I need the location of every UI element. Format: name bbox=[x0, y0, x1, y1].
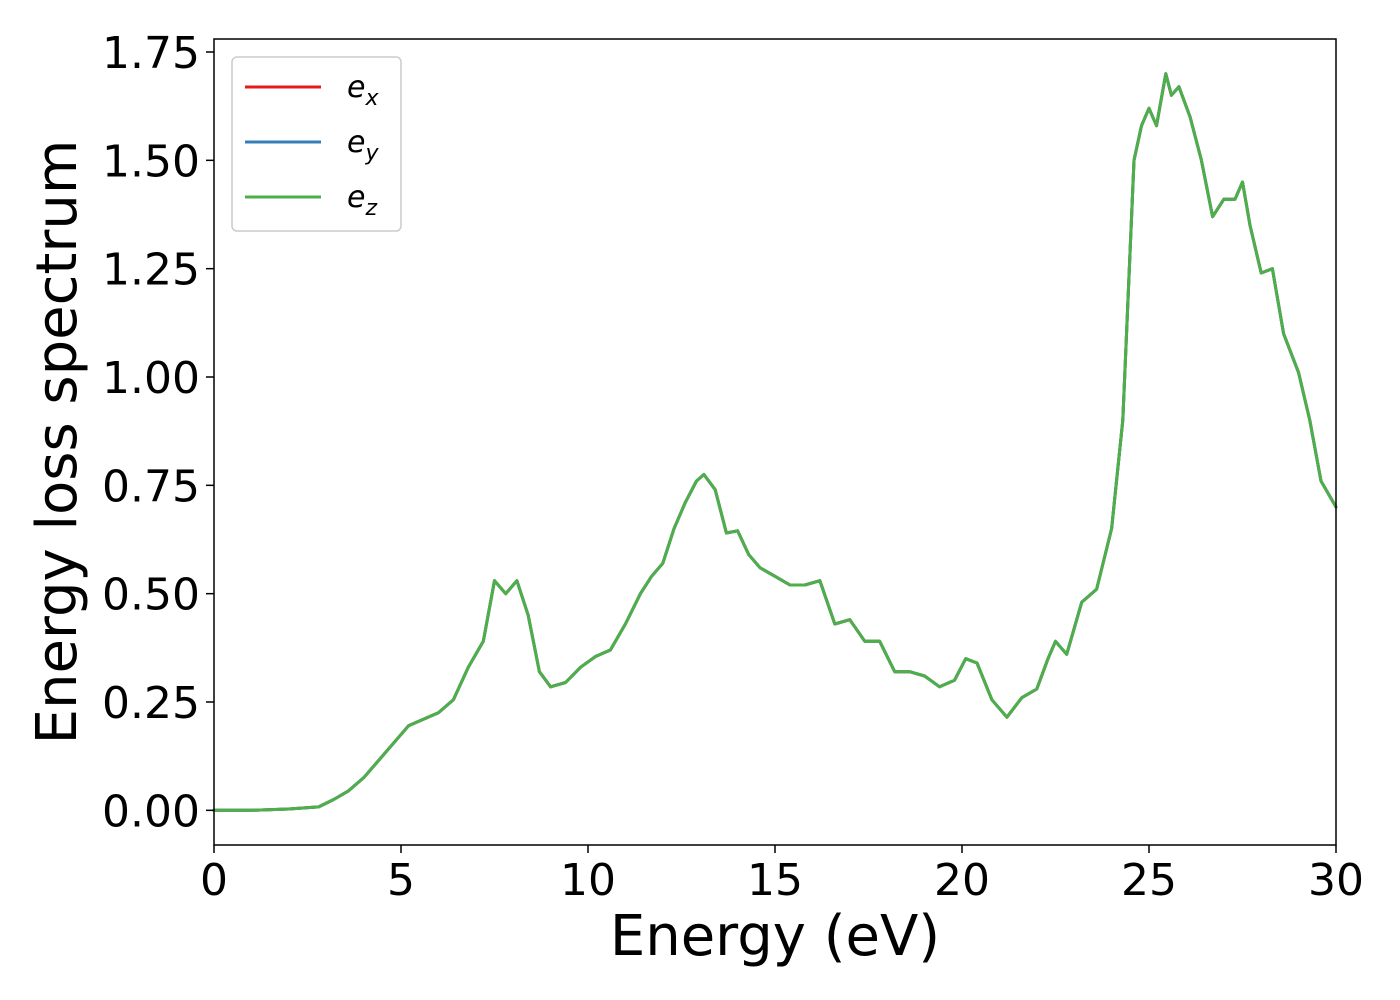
y-tick-label: 0.00 bbox=[102, 786, 200, 837]
x-axis: 0 5 10 15 20 25 30 bbox=[200, 845, 1364, 906]
y-tick-label: 0.50 bbox=[102, 570, 200, 621]
series-line-z bbox=[212, 72, 1338, 812]
y-tick-label: 1.75 bbox=[102, 28, 200, 79]
x-tick-label: 30 bbox=[1308, 855, 1364, 906]
x-tick-label: 20 bbox=[934, 855, 990, 906]
y-axis: 0.00 0.25 0.50 0.75 1.00 1.25 1.50 1.75 bbox=[102, 28, 214, 837]
y-tick-label: 1.00 bbox=[102, 353, 200, 404]
x-tick-label: 25 bbox=[1121, 855, 1177, 906]
y-tick-label: 1.50 bbox=[102, 136, 200, 187]
y-tick-label: 0.75 bbox=[102, 461, 200, 512]
x-axis-label: Energy (eV) bbox=[610, 904, 940, 969]
y-tick-label: 0.25 bbox=[102, 678, 200, 729]
x-tick-label: 5 bbox=[387, 855, 415, 906]
x-tick-label: 10 bbox=[560, 855, 616, 906]
y-tick-label: 1.25 bbox=[102, 245, 200, 296]
series-layer bbox=[212, 72, 1338, 812]
legend-label-y: ey bbox=[347, 125, 379, 166]
x-tick-label: 0 bbox=[200, 855, 228, 906]
x-tick-label: 15 bbox=[747, 855, 803, 906]
y-axis-label: Energy loss spectrum bbox=[25, 140, 90, 745]
legend-box bbox=[231, 56, 402, 232]
